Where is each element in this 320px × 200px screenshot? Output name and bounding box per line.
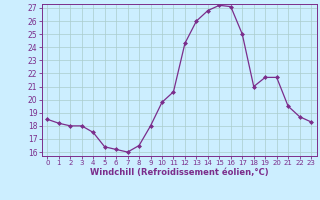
X-axis label: Windchill (Refroidissement éolien,°C): Windchill (Refroidissement éolien,°C) [90,168,268,177]
